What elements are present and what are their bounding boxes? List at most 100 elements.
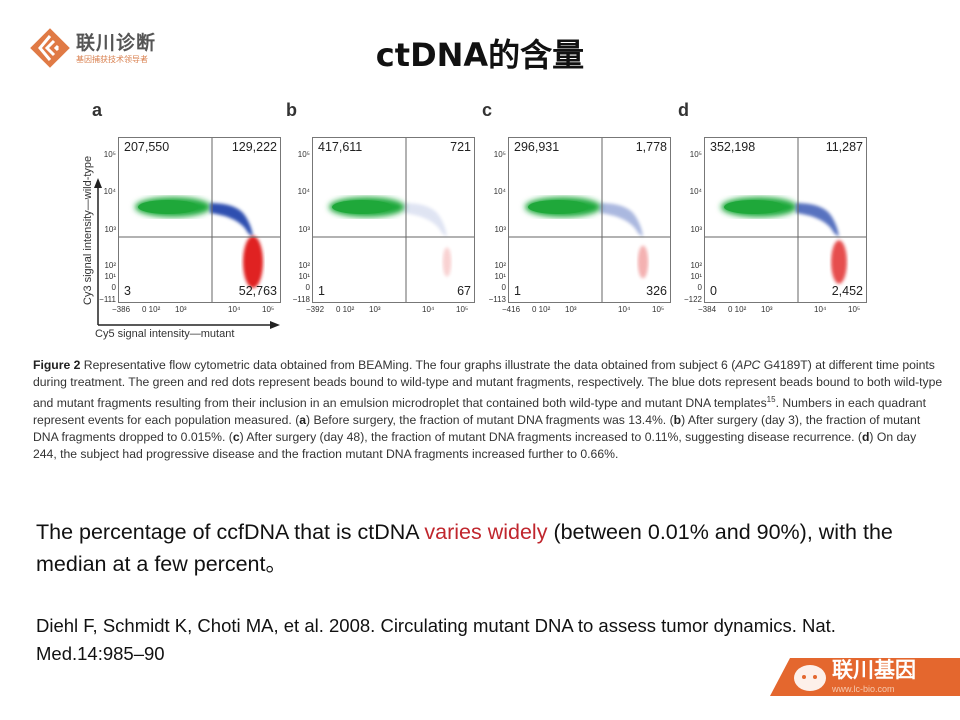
- scatter-panel-b: 417,611 721 1 67 10⁵ 10⁴ 10³ 10² 10¹ 0 −118 −392 0 1…: [293, 137, 475, 314]
- y-tick-label: 0: [111, 283, 116, 292]
- caption-panel-ref: b: [673, 413, 682, 428]
- quadrant-count-top-left: 417,611: [318, 140, 363, 154]
- x-tick-label: 10³: [175, 305, 187, 314]
- mutant-cluster: [442, 247, 452, 277]
- x-tick-label: −384: [698, 305, 717, 314]
- x-tick-label: 10⁵: [456, 305, 469, 314]
- y-arrow-icon: [94, 178, 102, 188]
- quadrant-count-top-left: 296,931: [514, 140, 560, 154]
- quadrant-count-bottom-left: 0: [710, 284, 717, 298]
- y-tick-label: 10⁵: [297, 150, 310, 159]
- caption-text: ) Before surgery, the fraction of mutant…: [306, 413, 674, 428]
- y-tick-label: −111: [99, 295, 116, 304]
- plot-frame: [312, 137, 475, 303]
- main-statement: The percentage of ccfDNA that is ctDNA v…: [36, 516, 936, 580]
- mutant-cluster: [243, 236, 263, 288]
- logo-diamond-icon: [30, 28, 70, 68]
- citation: Diehl F, Schmidt K, Choti MA, et al. 200…: [36, 615, 836, 664]
- both-cluster: [796, 203, 839, 237]
- quadrant-count-top-right: 721: [450, 140, 471, 154]
- x-tick-label: 10⁵: [848, 305, 861, 314]
- caption-panel-ref: d: [861, 430, 870, 445]
- quadrant-count-top-right: 129,222: [231, 140, 277, 154]
- company-logo: 联川诊断 基因捕获技术领导者: [28, 26, 158, 70]
- x-tick-label: 10⁴: [422, 305, 435, 314]
- y-tick-label: 0: [501, 283, 506, 292]
- x-tick-label: 10⁴: [618, 305, 631, 314]
- quadrant-count-bottom-left: 3: [124, 284, 131, 298]
- scatter-plot: [508, 137, 671, 303]
- plot-frame: [704, 137, 867, 303]
- y-tick-label: −113: [488, 295, 506, 304]
- x-tick-label: 0 10²: [336, 305, 355, 314]
- axis-arrows: [94, 178, 280, 329]
- figure-caption: Figure 2 Representative flow cytometric …: [33, 357, 943, 463]
- x-tick-label: 10⁴: [814, 305, 827, 314]
- caption-panel-ref: a: [299, 413, 307, 428]
- y-tick-label: 10¹: [494, 272, 506, 281]
- wild-type-cluster-core: [138, 200, 198, 214]
- y-tick-label: 10³: [494, 225, 506, 234]
- quadrant-count-top-right: 11,287: [825, 140, 863, 154]
- quadrant-count-top-left: 352,198: [710, 140, 756, 154]
- y-tick-label: 10⁵: [103, 150, 116, 159]
- x-tick-label: 10³: [369, 305, 381, 314]
- watermark-banner: 联川基因 www.lc-bio.com: [770, 656, 960, 698]
- y-tick-label: 10²: [104, 261, 116, 270]
- caption-text: Representative flow cytometric data obta…: [80, 358, 736, 372]
- x-axis-label: Cy5 signal intensity—mutant: [95, 328, 235, 340]
- wild-type-cluster-core: [528, 200, 588, 214]
- mutant-cluster: [637, 245, 649, 279]
- y-tick-label: 10²: [494, 261, 506, 270]
- y-axis-label: Cy3 signal intensity—wild-type: [82, 155, 94, 305]
- scatter-panel-a: 207,550 129,222 3 52,763 10⁵ 10⁴ 10³ 10² 10¹ 0 −11…: [99, 137, 281, 314]
- slide-title: ctDNA的含量: [375, 36, 585, 74]
- x-tick-label: 0 10²: [142, 305, 161, 314]
- quadrant-count-bottom-left: 1: [318, 284, 325, 298]
- quadrant-count-bottom-right: 67: [457, 284, 471, 298]
- caption-text: ) On day 244, the subject had progressiv…: [33, 430, 917, 462]
- quadrant-count-top-left: 207,550: [124, 140, 170, 154]
- plot-frame: [118, 137, 281, 303]
- y-tick-label: 10⁴: [689, 187, 702, 196]
- y-tick-label: −118: [292, 295, 310, 304]
- logo-tagline: 基因捕获技术领导者: [76, 55, 148, 64]
- caption-text: ) After surgery (day 3), the fraction of…: [33, 413, 921, 445]
- caption-text: ) After surgery (day 48), the fraction o…: [239, 430, 862, 445]
- logo-name: 联川诊断: [76, 32, 157, 54]
- x-tick-label: 10⁵: [262, 305, 275, 314]
- quadrant-count-bottom-left: 1: [514, 284, 521, 298]
- scatter-plot: [704, 137, 867, 303]
- panel-label: c: [482, 100, 493, 120]
- quadrant-count-bottom-right: 2,452: [831, 284, 863, 298]
- y-tick-label: 10⁵: [493, 150, 506, 159]
- y-tick-label: −122: [683, 295, 702, 304]
- wechat-icon: [794, 665, 826, 691]
- wild-type-cluster-core: [724, 200, 784, 214]
- statement-text: The percentage of ccfDNA that is ctDNA: [36, 520, 425, 544]
- x-tick-label: 10³: [761, 305, 773, 314]
- panel-label: d: [678, 100, 689, 120]
- y-tick-label: 10³: [298, 225, 310, 234]
- mutant-cluster: [831, 240, 847, 284]
- quadrant-count-top-right: 1,778: [635, 140, 667, 154]
- scatter-plot: [312, 137, 475, 303]
- y-tick-label: 10⁴: [103, 187, 116, 196]
- watermark-site: www.lc-bio.com: [832, 684, 895, 694]
- scatter-panel-c: 296,931 1,778 1 326 10⁵ 10⁴ 10³ 10² 10¹ 0 −113 −416…: [489, 137, 671, 314]
- y-tick-label: 10¹: [298, 272, 310, 281]
- y-tick-label: 10⁵: [689, 150, 702, 159]
- x-tick-label: 10³: [565, 305, 577, 314]
- caption-text: G4189T) at different time points during …: [33, 358, 943, 411]
- y-tick-label: 10³: [104, 225, 116, 234]
- caption-text: . Numbers in each quadrant represent eve…: [33, 396, 926, 428]
- plot-frame: [508, 137, 671, 303]
- x-tick-label: 10⁵: [652, 305, 665, 314]
- y-tick-label: 10²: [298, 261, 310, 270]
- both-cluster: [600, 203, 643, 237]
- y-tick-label: 10³: [690, 225, 702, 234]
- quadrant-count-bottom-right: 326: [646, 284, 667, 298]
- x-tick-label: −386: [112, 305, 131, 314]
- x-tick-label: 0 10²: [532, 305, 551, 314]
- quadrant-count-bottom-right: 52,763: [238, 284, 277, 298]
